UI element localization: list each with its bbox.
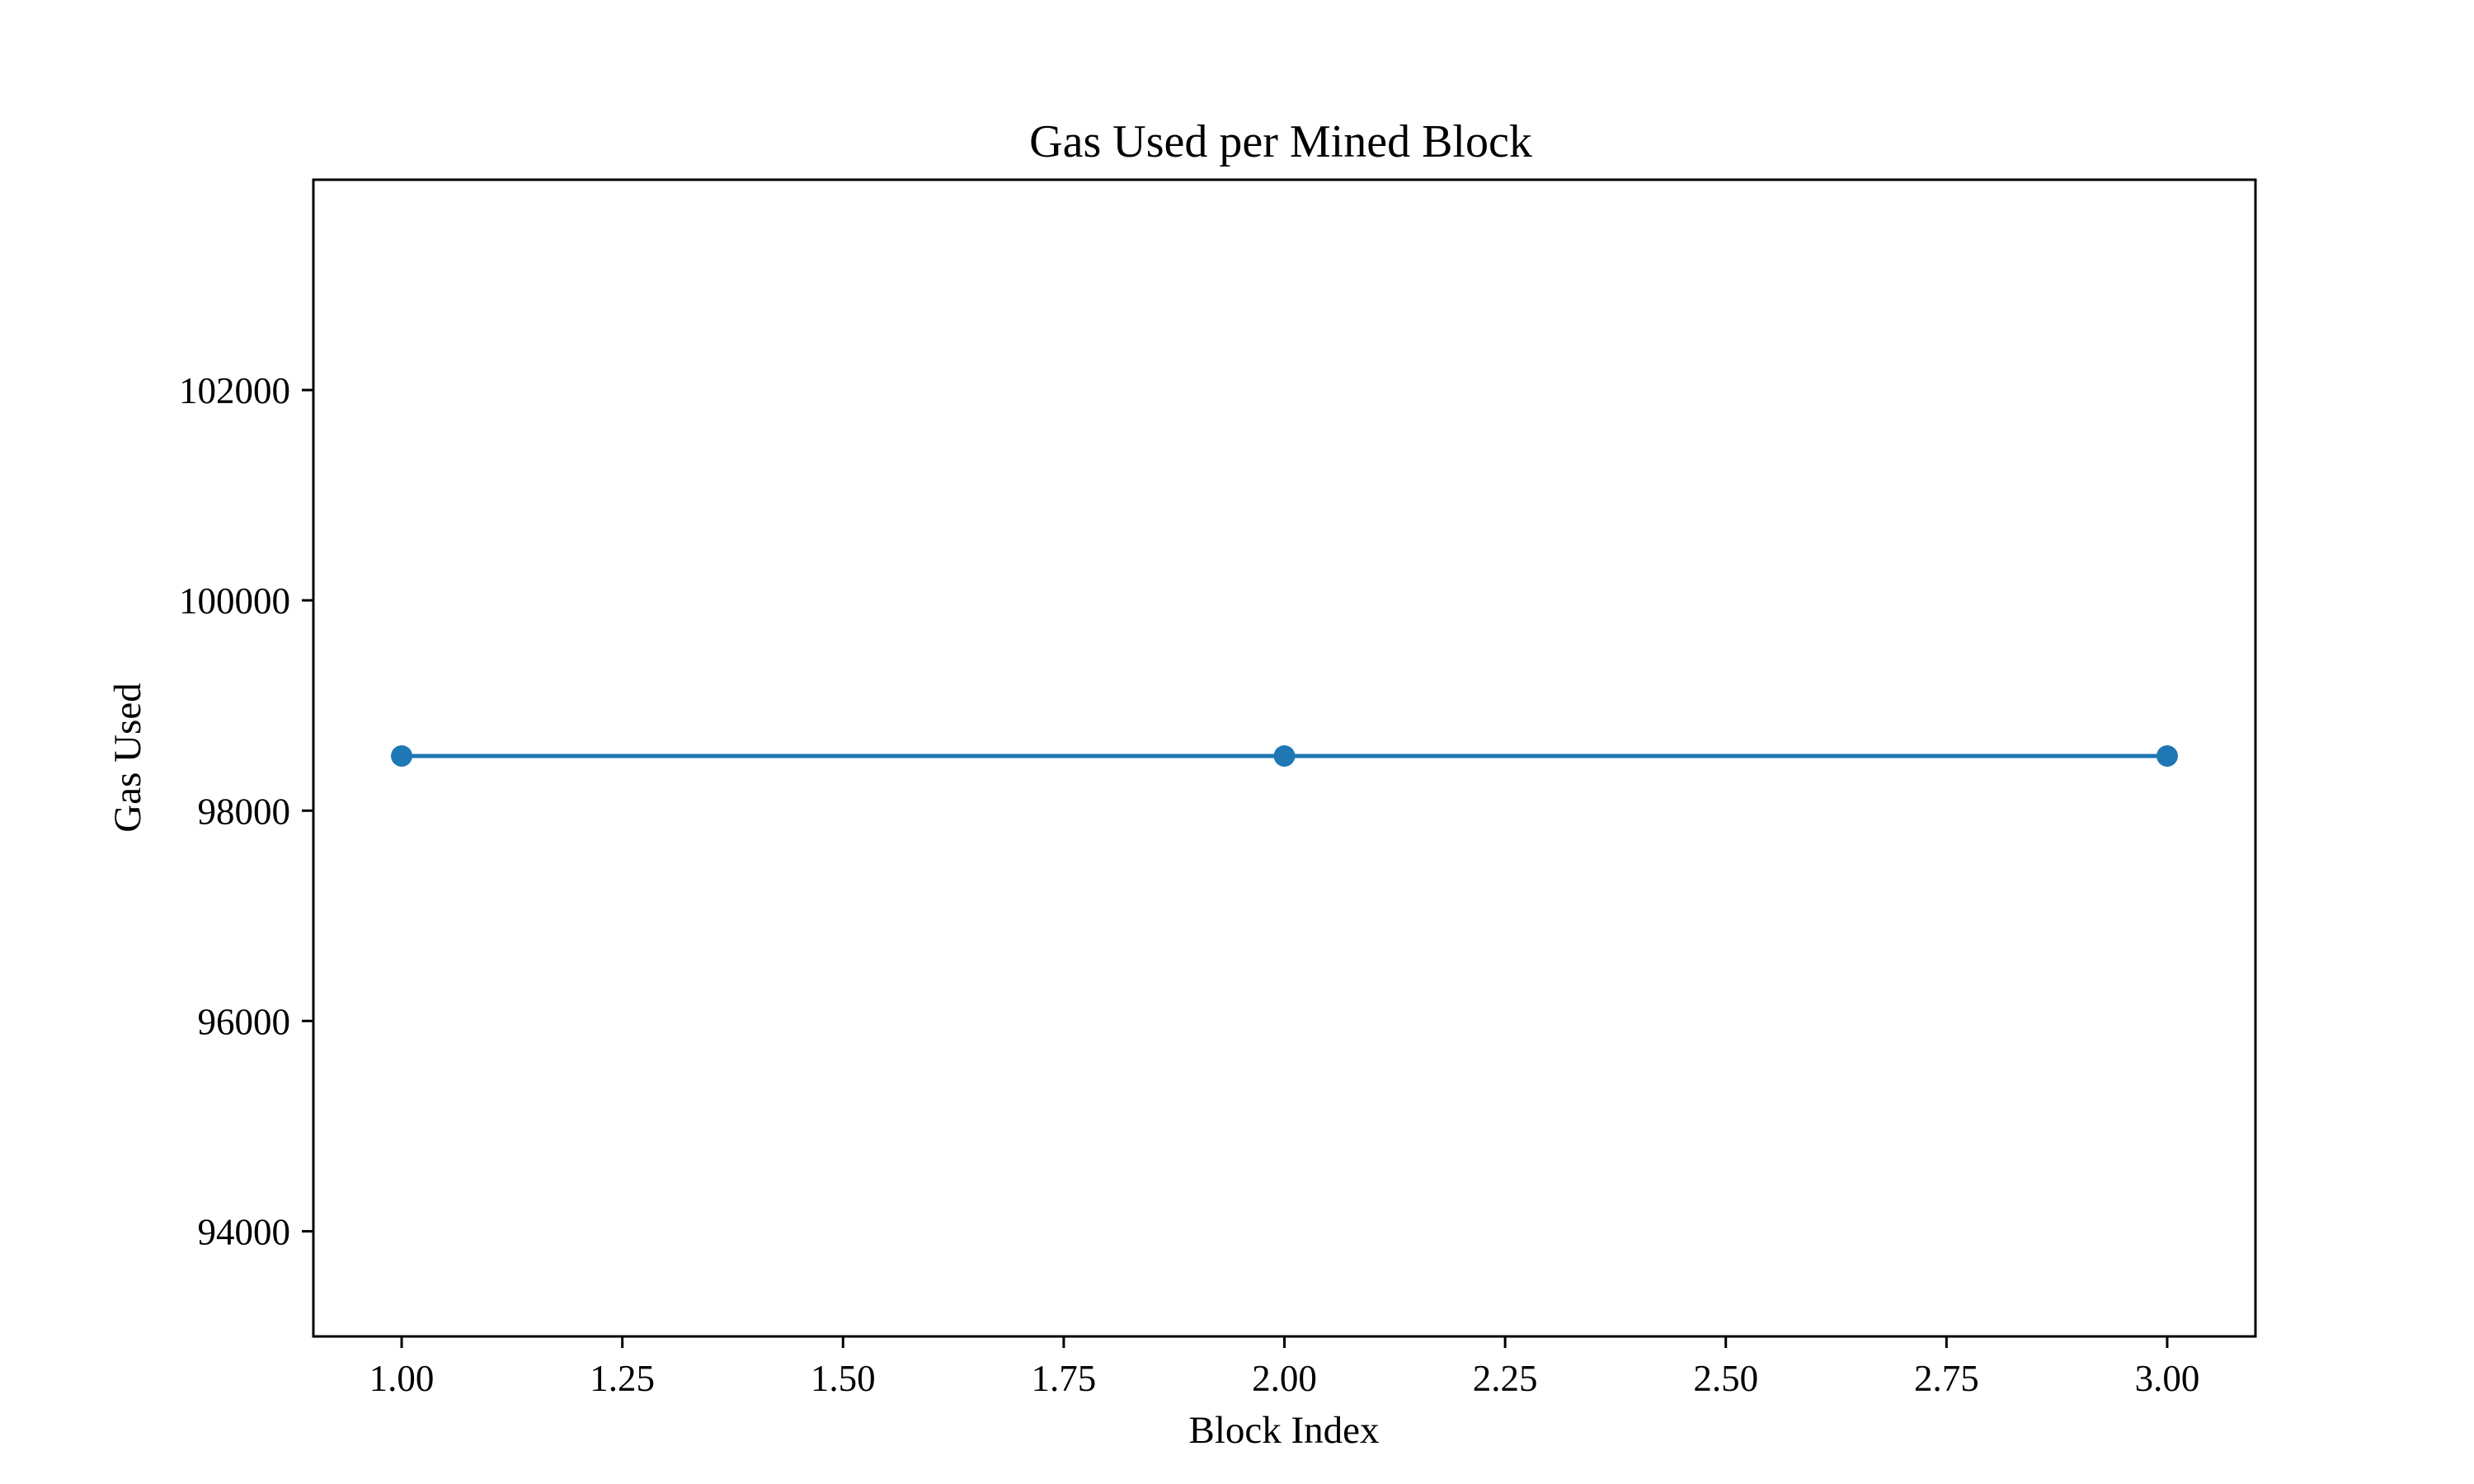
x-tick-label: 2.25 xyxy=(1473,1358,1538,1399)
x-tick-label: 2.50 xyxy=(1693,1358,1758,1399)
x-axis-label: Block Index xyxy=(1188,1409,1379,1452)
data-point xyxy=(1273,744,1296,767)
x-tick-label: 2.00 xyxy=(1252,1358,1317,1399)
x-tick-label: 1.00 xyxy=(369,1358,435,1399)
x-tick-label: 3.00 xyxy=(2135,1358,2200,1399)
y-axis-label: Gas Used xyxy=(106,683,149,832)
x-axis: 1.00 1.25 1.50 1.75 2.00 2.25 2.50 2.75 3.00 xyxy=(369,1336,2200,1399)
y-tick-label: 96000 xyxy=(198,1001,291,1042)
y-axis: 94000 96000 98000 100000 102000 xyxy=(179,370,313,1252)
data-point xyxy=(2156,744,2178,767)
x-tick-label: 1.50 xyxy=(811,1358,876,1399)
y-tick-label: 102000 xyxy=(179,370,290,411)
x-tick-label: 1.25 xyxy=(590,1358,655,1399)
y-tick-label: 98000 xyxy=(198,791,291,832)
chart-title: Gas Used per Mined Block xyxy=(1029,116,1532,167)
y-tick-label: 94000 xyxy=(198,1211,291,1252)
y-tick-label: 100000 xyxy=(179,580,290,622)
x-tick-label: 2.75 xyxy=(1914,1358,1979,1399)
data-point xyxy=(391,744,413,767)
x-tick-label: 1.75 xyxy=(1032,1358,1097,1399)
series-layer xyxy=(391,744,2178,767)
